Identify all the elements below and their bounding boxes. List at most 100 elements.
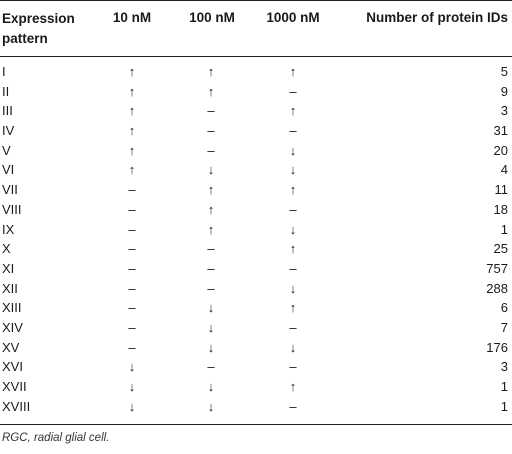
table-row: XV – ↓ ↓ 176: [0, 338, 512, 358]
pattern-cell: I: [2, 64, 6, 79]
table-row: I ↑ ↑ ↑ 5: [0, 62, 512, 82]
header-number-of-protein-ids: Number of protein IDs: [366, 10, 508, 25]
table-row: XII – – ↓ 288: [0, 279, 512, 299]
cell-1000nm: ↓: [289, 142, 297, 158]
protein-count-cell: 176: [486, 339, 508, 355]
cell-100nm: ↑: [207, 182, 215, 198]
cell-10nm: ↓: [128, 379, 136, 394]
cell-10nm: –: [128, 201, 136, 217]
cell-1000nm: –: [289, 201, 297, 217]
cell-100nm: –: [207, 359, 215, 375]
table-row: XVII ↓ ↓ ↑ 1: [0, 377, 512, 397]
pattern-cell: X: [2, 241, 11, 257]
protein-count-cell: 3: [500, 359, 508, 375]
protein-count-cell: 6: [500, 300, 508, 316]
pattern-cell: XV: [2, 339, 20, 355]
cell-10nm: ↑: [128, 64, 136, 79]
pattern-cell: XI: [2, 260, 15, 276]
pattern-cell: XVI: [2, 359, 23, 375]
table-row: XVIII ↓ ↓ – 1: [0, 397, 512, 417]
pattern-cell: XII: [2, 280, 18, 296]
cell-1000nm: ↓: [289, 162, 297, 178]
table-row: VII – ↑ ↑ 11: [0, 180, 512, 200]
table-row: XI – – – 757: [0, 259, 512, 279]
cell-100nm: ↑: [207, 83, 215, 99]
cell-10nm: ↑: [128, 83, 136, 99]
cell-1000nm: –: [289, 83, 297, 99]
pattern-cell: XVII: [2, 379, 27, 394]
cell-1000nm: –: [289, 359, 297, 375]
table-row: IX – ↑ ↓ 1: [0, 220, 512, 240]
pattern-cell: VI: [2, 162, 15, 178]
protein-count-cell: 25: [493, 241, 508, 257]
protein-count-cell: 20: [493, 142, 508, 158]
cell-100nm: ↓: [207, 300, 215, 316]
cell-10nm: –: [128, 221, 136, 237]
table-header-row: Expression pattern 10 nM 100 nM 1000 nM …: [0, 0, 512, 56]
table-row: III ↑ – ↑ 3: [0, 101, 512, 121]
table-body: I ↑ ↑ ↑ 5 II ↑ ↑ –9 III ↑ – ↑ 3 IV ↑ – –31 V ↑ – ↓ 20 VI ↑ ↓ ↓ 4 VII…: [0, 62, 512, 416]
table-row: IV ↑ – – 31: [0, 121, 512, 141]
protein-count-cell: 31: [493, 123, 508, 139]
header-1000nm: 1000 nM: [266, 10, 320, 25]
cell-1000nm: ↑: [289, 103, 297, 119]
table-row: VI ↑ ↓ ↓ 4: [0, 160, 512, 180]
cell-1000nm: –: [289, 398, 297, 414]
cell-10nm: –: [128, 182, 136, 198]
cell-1000nm: –: [289, 319, 297, 335]
cell-100nm: ↓: [207, 379, 215, 394]
pattern-cell: VIII: [2, 201, 22, 217]
header-expression-pattern: Expression pattern: [2, 11, 75, 46]
cell-100nm: ↓: [207, 162, 215, 178]
cell-10nm: ↑: [128, 142, 136, 158]
cell-10nm: –: [128, 241, 136, 257]
pattern-cell: XVIII: [2, 398, 31, 414]
cell-100nm: ↓: [207, 398, 215, 414]
table-row: XIV – ↓ – 7: [0, 318, 512, 338]
pattern-cell: IV: [2, 123, 15, 139]
table-footnote: RGC, radial glial cell.: [2, 432, 110, 444]
header-10nm: 10 nM: [112, 10, 152, 25]
table-row: X – – ↑ 25: [0, 239, 512, 259]
table-row: II ↑ ↑ – 9: [0, 82, 512, 102]
cell-10nm: –: [128, 280, 136, 296]
cell-100nm: ↑: [207, 64, 215, 79]
pattern-cell: XIV: [2, 319, 23, 335]
cell-1000nm: ↑: [289, 300, 297, 316]
table-row: XIII – ↓ ↑ 6: [0, 298, 512, 318]
pattern-cell: II: [2, 83, 10, 99]
protein-count-cell: 7: [500, 319, 508, 335]
cell-1000nm: ↑: [289, 241, 297, 257]
header-100nm: 100 nM: [189, 10, 235, 25]
table-row: XVI ↓ – – 3: [0, 357, 512, 377]
table-top-rule: [0, 0, 512, 1]
cell-100nm: –: [207, 241, 215, 257]
cell-1000nm: ↓: [289, 339, 297, 355]
cell-100nm: –: [207, 103, 215, 119]
protein-count-cell: 1: [500, 221, 508, 237]
cell-100nm: ↓: [207, 319, 215, 335]
pattern-cell: VII: [2, 182, 18, 198]
pattern-cell: V: [2, 142, 11, 158]
cell-10nm: –: [128, 319, 136, 335]
protein-count-cell: 288: [486, 280, 508, 296]
protein-count-cell: 757: [486, 260, 508, 276]
cell-1000nm: ↑: [289, 64, 297, 79]
cell-100nm: –: [207, 260, 215, 276]
cell-1000nm: –: [289, 123, 297, 139]
cell-10nm: ↑: [128, 123, 136, 139]
cell-100nm: –: [207, 280, 215, 296]
table-header-rule: [0, 56, 512, 57]
table-bottom-rule: [0, 424, 512, 425]
cell-10nm: –: [128, 339, 136, 355]
cell-1000nm: ↑: [289, 182, 297, 198]
protein-count-cell: 18: [493, 201, 508, 217]
table-row: VIII – ↑ – 18: [0, 200, 512, 220]
cell-1000nm: ↑: [289, 379, 297, 394]
cell-10nm: ↑: [128, 162, 136, 178]
cell-1000nm: –: [289, 260, 297, 276]
pattern-cell: IX: [2, 221, 15, 237]
protein-count-cell: 4: [500, 162, 508, 178]
table-row: V ↑ – ↓ 20: [0, 141, 512, 161]
protein-count-cell: 5: [500, 64, 508, 79]
